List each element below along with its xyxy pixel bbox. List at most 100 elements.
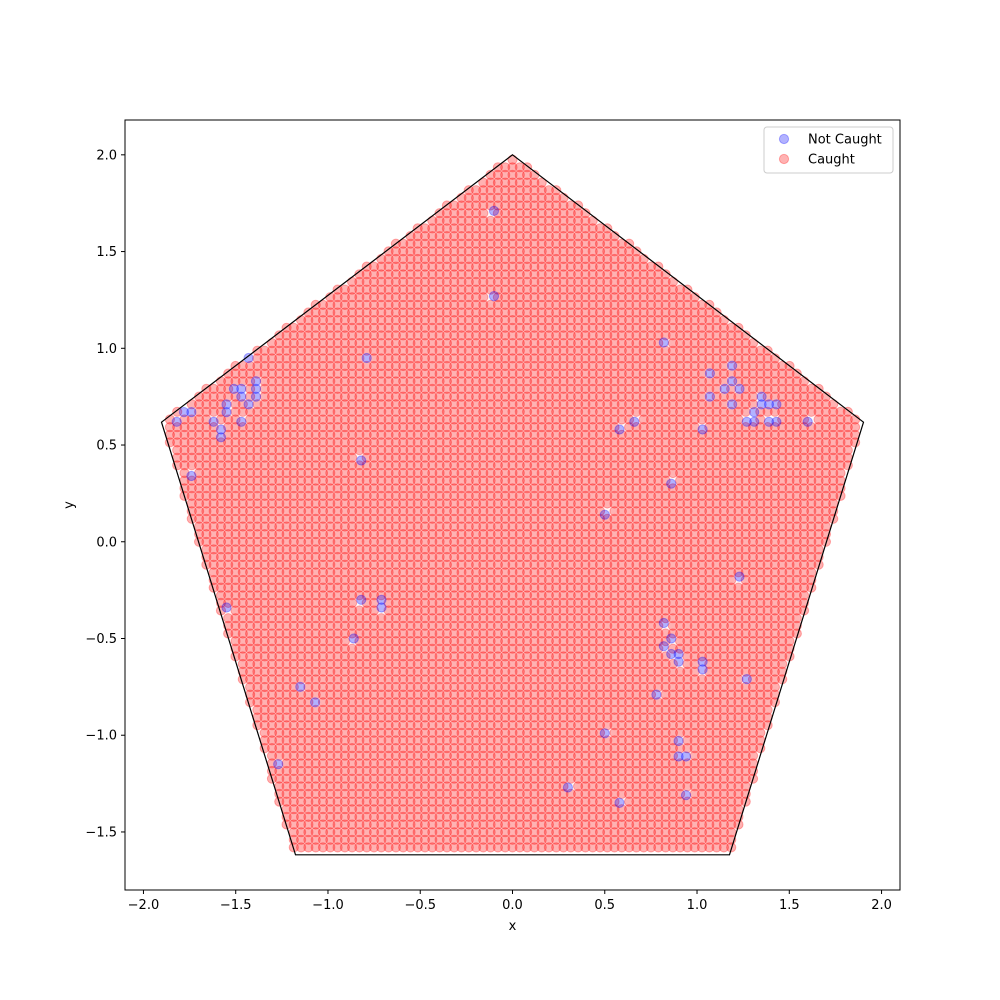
caught-point <box>296 773 307 784</box>
caught-point <box>281 445 292 456</box>
caught-point <box>317 712 329 723</box>
caught-point <box>237 399 248 410</box>
caught-point <box>288 521 299 532</box>
caught-point <box>245 460 256 471</box>
caught-point <box>245 490 256 501</box>
caught-point <box>245 613 256 624</box>
caught-point <box>288 322 299 333</box>
caught-point <box>288 536 299 547</box>
caught-point <box>288 544 299 555</box>
caught-point <box>259 674 270 685</box>
caught-point <box>252 613 263 624</box>
caught-point <box>303 544 314 555</box>
caught-point <box>223 445 234 456</box>
caught-point <box>274 536 285 547</box>
caught-point <box>296 582 307 593</box>
caught-point <box>310 483 321 494</box>
caught-point <box>164 422 175 433</box>
caught-point <box>274 544 285 555</box>
caught-point <box>288 452 299 463</box>
caught-point <box>303 315 314 326</box>
caught-point <box>281 605 292 616</box>
caught-point <box>252 467 263 479</box>
caught-point <box>310 460 321 471</box>
caught-point <box>208 422 219 433</box>
caught-point <box>310 743 321 754</box>
caught-point <box>296 322 307 333</box>
caught-point <box>186 422 197 433</box>
caught-point <box>296 788 307 800</box>
caught-point <box>259 666 270 677</box>
caught-point <box>194 483 205 494</box>
caught-point <box>245 658 256 670</box>
caught-point <box>230 521 241 532</box>
caught-point <box>208 483 219 494</box>
caught-point <box>303 307 314 318</box>
caught-point <box>296 567 307 578</box>
caught-point <box>310 804 321 815</box>
caught-point <box>281 582 292 593</box>
caught-point <box>215 574 227 586</box>
caught-series <box>164 154 861 853</box>
caught-point <box>245 636 256 647</box>
caught-point <box>252 437 263 448</box>
caught-point <box>237 590 248 601</box>
caught-point <box>252 513 263 524</box>
caught-point <box>230 567 241 578</box>
caught-point <box>274 597 285 609</box>
caught-point <box>274 636 285 647</box>
caught-point <box>208 513 219 524</box>
caught-point <box>266 567 278 578</box>
caught-point <box>288 597 299 609</box>
caught-point <box>259 383 270 394</box>
caught-point <box>237 360 248 372</box>
caught-point <box>237 628 248 639</box>
caught-point <box>245 437 256 448</box>
caught-point <box>223 475 234 486</box>
caught-point <box>310 819 321 830</box>
caught-point <box>259 574 270 586</box>
caught-point <box>201 483 212 494</box>
caught-point <box>215 383 227 394</box>
caught-point <box>303 842 314 853</box>
caught-point <box>245 506 256 517</box>
caught-point <box>215 414 227 425</box>
caught-point <box>310 360 321 372</box>
caught-point <box>281 345 292 356</box>
caught-point <box>274 697 285 708</box>
caught-point <box>201 513 212 524</box>
caught-point <box>215 437 227 448</box>
caught-point <box>252 574 263 586</box>
caught-point <box>303 429 314 440</box>
caught-point <box>274 643 285 654</box>
caught-point <box>288 529 299 540</box>
caught-point <box>296 559 307 570</box>
caught-point <box>288 345 299 356</box>
caught-point <box>317 804 329 815</box>
caught-point <box>223 414 234 425</box>
caught-point <box>288 498 299 509</box>
caught-point <box>223 559 234 570</box>
caught-point <box>288 353 299 364</box>
caught-point <box>237 620 248 631</box>
caught-point <box>288 605 299 616</box>
caught-point <box>303 391 314 402</box>
caught-point <box>281 689 292 700</box>
caught-point <box>245 681 256 693</box>
caught-point <box>245 475 256 486</box>
caught-point <box>303 483 314 494</box>
caught-point <box>223 368 234 379</box>
caught-point <box>303 498 314 509</box>
caught-point <box>259 406 270 417</box>
caught-point <box>230 460 241 471</box>
caught-point <box>288 643 299 654</box>
caught-point <box>303 406 314 417</box>
caught-point <box>252 490 263 501</box>
caught-point <box>310 628 321 639</box>
caught-point <box>237 605 248 616</box>
caught-point <box>303 712 314 723</box>
caught-point <box>296 406 307 417</box>
caught-point <box>296 330 307 341</box>
caught-point <box>230 429 241 440</box>
